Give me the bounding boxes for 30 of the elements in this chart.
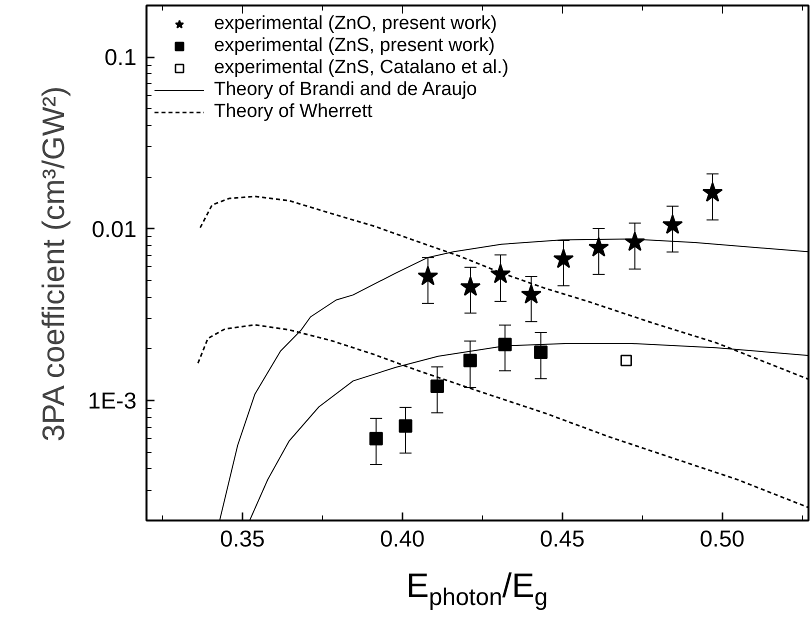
point — [460, 276, 481, 296]
point — [463, 354, 477, 368]
point — [418, 266, 438, 286]
legend-label: experimental (ZnS, present work) — [214, 35, 495, 57]
x-tick-label: 0.45 — [540, 526, 585, 552]
point — [588, 237, 609, 257]
point — [430, 380, 444, 394]
y-tick-label: 1E-3 — [88, 388, 137, 414]
point — [620, 354, 632, 366]
point — [520, 284, 542, 304]
point — [624, 231, 646, 252]
point — [490, 264, 511, 284]
y-tick-label: 0.01 — [92, 216, 136, 242]
point — [398, 419, 412, 433]
point — [553, 248, 574, 268]
x-axis-title: E$_{photon}$/E$_{g}$ — [405, 566, 549, 613]
x-tick-label: 0.40 — [380, 526, 425, 552]
point — [662, 214, 683, 234]
legend-label: Theory of Wherrett — [214, 101, 372, 123]
y-tick-label: 0.1 — [104, 44, 137, 70]
x-tick-label: 0.35 — [220, 526, 265, 552]
x-tick-label: 0.50 — [700, 526, 745, 552]
point — [534, 346, 548, 360]
point — [702, 182, 723, 202]
point — [369, 432, 383, 446]
y-axis-title: 3PA coefficient (cm³/GW²) — [36, 86, 71, 442]
legend-label: experimental (ZnS, Catalano et al.) — [214, 57, 509, 79]
legend-label: Theory of Brandi and de Araujo — [214, 79, 478, 101]
point — [498, 338, 512, 352]
legend-label: experimental (ZnO, present work) — [214, 13, 497, 35]
